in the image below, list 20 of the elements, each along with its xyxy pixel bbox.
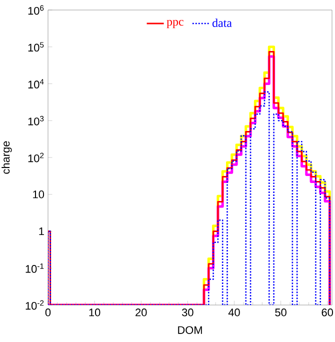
y-tick-label: 10$^{2}$ <box>28 152 44 162</box>
y-tick-label: 10$^{-1}$ <box>26 263 44 273</box>
y-tick-label: 10$^{3}$ <box>28 116 44 126</box>
x-tick-label: 30 <box>182 308 194 316</box>
x-tick-label: 40 <box>228 308 240 316</box>
y-tick-label: 10$^{5}$ <box>28 42 44 52</box>
x-axis-title: DOM <box>178 326 202 334</box>
x-tick-label: 20 <box>136 308 147 316</box>
y-axis-title: charge <box>2 141 12 174</box>
legend-label: data <box>212 18 232 28</box>
x-tick-label: 50 <box>275 308 286 316</box>
y-tick-label: 10$^{-2}$ <box>26 300 44 310</box>
x-tick-label: 0 <box>45 308 51 316</box>
x-tick-label: 60 <box>322 308 333 316</box>
y-tick-label: 10$^{4}$ <box>28 79 44 88</box>
legend-label: ppc <box>166 20 184 28</box>
y-tick-label: 10$^{6}$ <box>28 5 44 15</box>
x-tick-label: 10 <box>89 308 100 316</box>
y-tick-label: 10 <box>33 190 44 198</box>
y-tick-label: 1 <box>39 227 44 236</box>
